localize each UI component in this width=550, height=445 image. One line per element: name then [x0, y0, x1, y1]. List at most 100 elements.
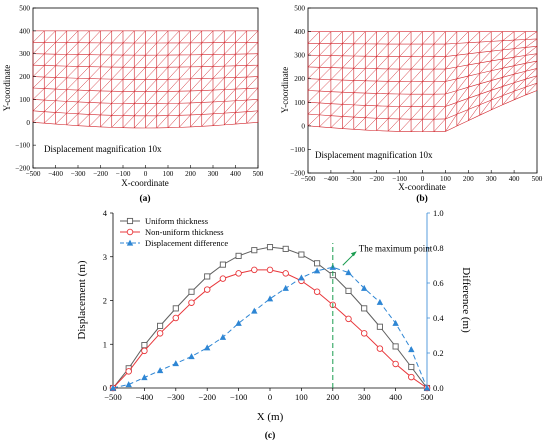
mesh-edge-d [89, 78, 101, 91]
mesh-edge-d [32, 76, 45, 89]
data-point [204, 273, 211, 280]
mesh-edge-d [235, 65, 247, 78]
x-tick-label: −300 [167, 392, 185, 402]
mesh-edge-d [502, 31, 515, 41]
mesh-edge-d [32, 30, 45, 43]
legend-marker [126, 239, 134, 246]
y2-tick-label: 0.2 [433, 348, 444, 358]
mesh-edge-d [55, 30, 67, 43]
mesh-edge-d [32, 65, 45, 77]
panel-a-xlabel: X-coordinate [121, 178, 168, 188]
mesh-edge-d [387, 31, 400, 45]
mesh-edge-d [330, 31, 343, 44]
mesh-edge-h [32, 110, 45, 112]
mesh-edge-d [502, 91, 515, 105]
y-tick-label: 100 [19, 96, 30, 104]
series-line [112, 266, 428, 389]
mesh-edge-h [456, 64, 469, 68]
mesh-edge-d [235, 76, 247, 90]
y-tick-label: −100 [15, 142, 30, 150]
mesh-edge-h [44, 122, 56, 125]
mesh-edge-d [44, 30, 56, 43]
mesh-edge-d [122, 115, 135, 128]
data-point [125, 368, 132, 375]
mesh-edge-d [491, 77, 503, 91]
mesh-edge-d [399, 118, 412, 132]
data-point [219, 275, 227, 282]
data-point [266, 295, 274, 302]
mesh-edge-d [100, 54, 112, 68]
mesh-edge-h [201, 125, 214, 127]
mesh-edge-h [479, 70, 492, 74]
mesh-edge-h [55, 100, 67, 102]
mesh-edge-d [134, 79, 146, 92]
panel-a-mesh [32, 30, 259, 129]
mesh-edge-d [445, 43, 458, 57]
mesh-edge-d [167, 78, 180, 92]
mesh-edge-d [201, 101, 214, 115]
panel-c: −500 −400 −300 −200 −100 0 100 200 300 400 500 0 1 2 3… [76, 208, 472, 441]
mesh-edge-d [167, 115, 180, 128]
mesh-edge-d [224, 77, 236, 90]
x-tick-label: 100 [295, 392, 308, 402]
data-point [172, 314, 180, 322]
mesh-edge-d [32, 53, 45, 66]
mesh-edge-d [376, 68, 389, 82]
mesh-edge-d [410, 94, 423, 107]
mesh-edge-h [456, 109, 469, 115]
mesh-edge-d [422, 68, 435, 82]
mesh-edge-h [525, 82, 538, 88]
mesh-edge-h [502, 39, 515, 42]
mesh-edge-d [376, 31, 389, 45]
mesh-edge-d [66, 66, 79, 79]
mesh-edge-h [514, 78, 526, 84]
mesh-edge-d [44, 77, 56, 89]
mesh-edge-d [433, 106, 446, 120]
mesh-edge-d [468, 83, 480, 99]
mesh-edge-h [525, 46, 538, 48]
x-tick-label: 200 [463, 175, 474, 183]
mesh-edge-d [77, 114, 90, 126]
mesh-edge-d [224, 53, 236, 67]
data-point [392, 319, 399, 326]
x-tick-label: 200 [326, 392, 339, 402]
data-point [204, 344, 211, 351]
mesh-edge-h [224, 112, 236, 114]
panel-a-ylabel: Y-coordinate [2, 65, 12, 111]
x-tick-label: −500 [301, 175, 316, 183]
mesh-edge-d [32, 42, 45, 54]
mesh-edge-d [179, 114, 191, 128]
mesh-edge-h [514, 55, 526, 58]
mesh-edge-h [445, 90, 457, 95]
mesh-edge-d [212, 112, 225, 126]
mesh-edge-d [399, 81, 412, 95]
mesh-edge-d [502, 56, 515, 69]
y2-tick-label: 0.6 [433, 278, 444, 288]
x-tick-label: 100 [440, 175, 451, 183]
x-tick-label: 500 [253, 170, 264, 178]
max-point-label: The maximum point [359, 243, 433, 253]
mesh-edge-d [111, 103, 124, 116]
mesh-edge-d [319, 103, 332, 116]
mesh-edge-d [445, 114, 458, 132]
mesh-edge-d [456, 31, 469, 44]
mesh-edge-d [145, 115, 157, 129]
mesh-edge-d [156, 30, 169, 44]
mesh-edge-d [307, 78, 320, 91]
mesh-edge-d [89, 114, 101, 127]
mesh-edge-h [66, 124, 79, 126]
mesh-edge-d [456, 75, 469, 91]
mesh-edge-h [491, 67, 503, 72]
mesh-edge-d [513, 71, 526, 83]
panel-b-ylabel: Y-coordinate [280, 67, 290, 113]
y-tick-label: 1 [103, 339, 107, 349]
data-point [235, 270, 242, 277]
mesh-edge-d [134, 30, 146, 44]
mesh-edge-d [445, 31, 458, 45]
data-point [172, 305, 179, 312]
mesh-edge-d [307, 55, 320, 68]
mesh-edge-d [212, 54, 225, 67]
mesh-edge-d [66, 30, 79, 43]
mesh-edge-h [502, 99, 515, 106]
